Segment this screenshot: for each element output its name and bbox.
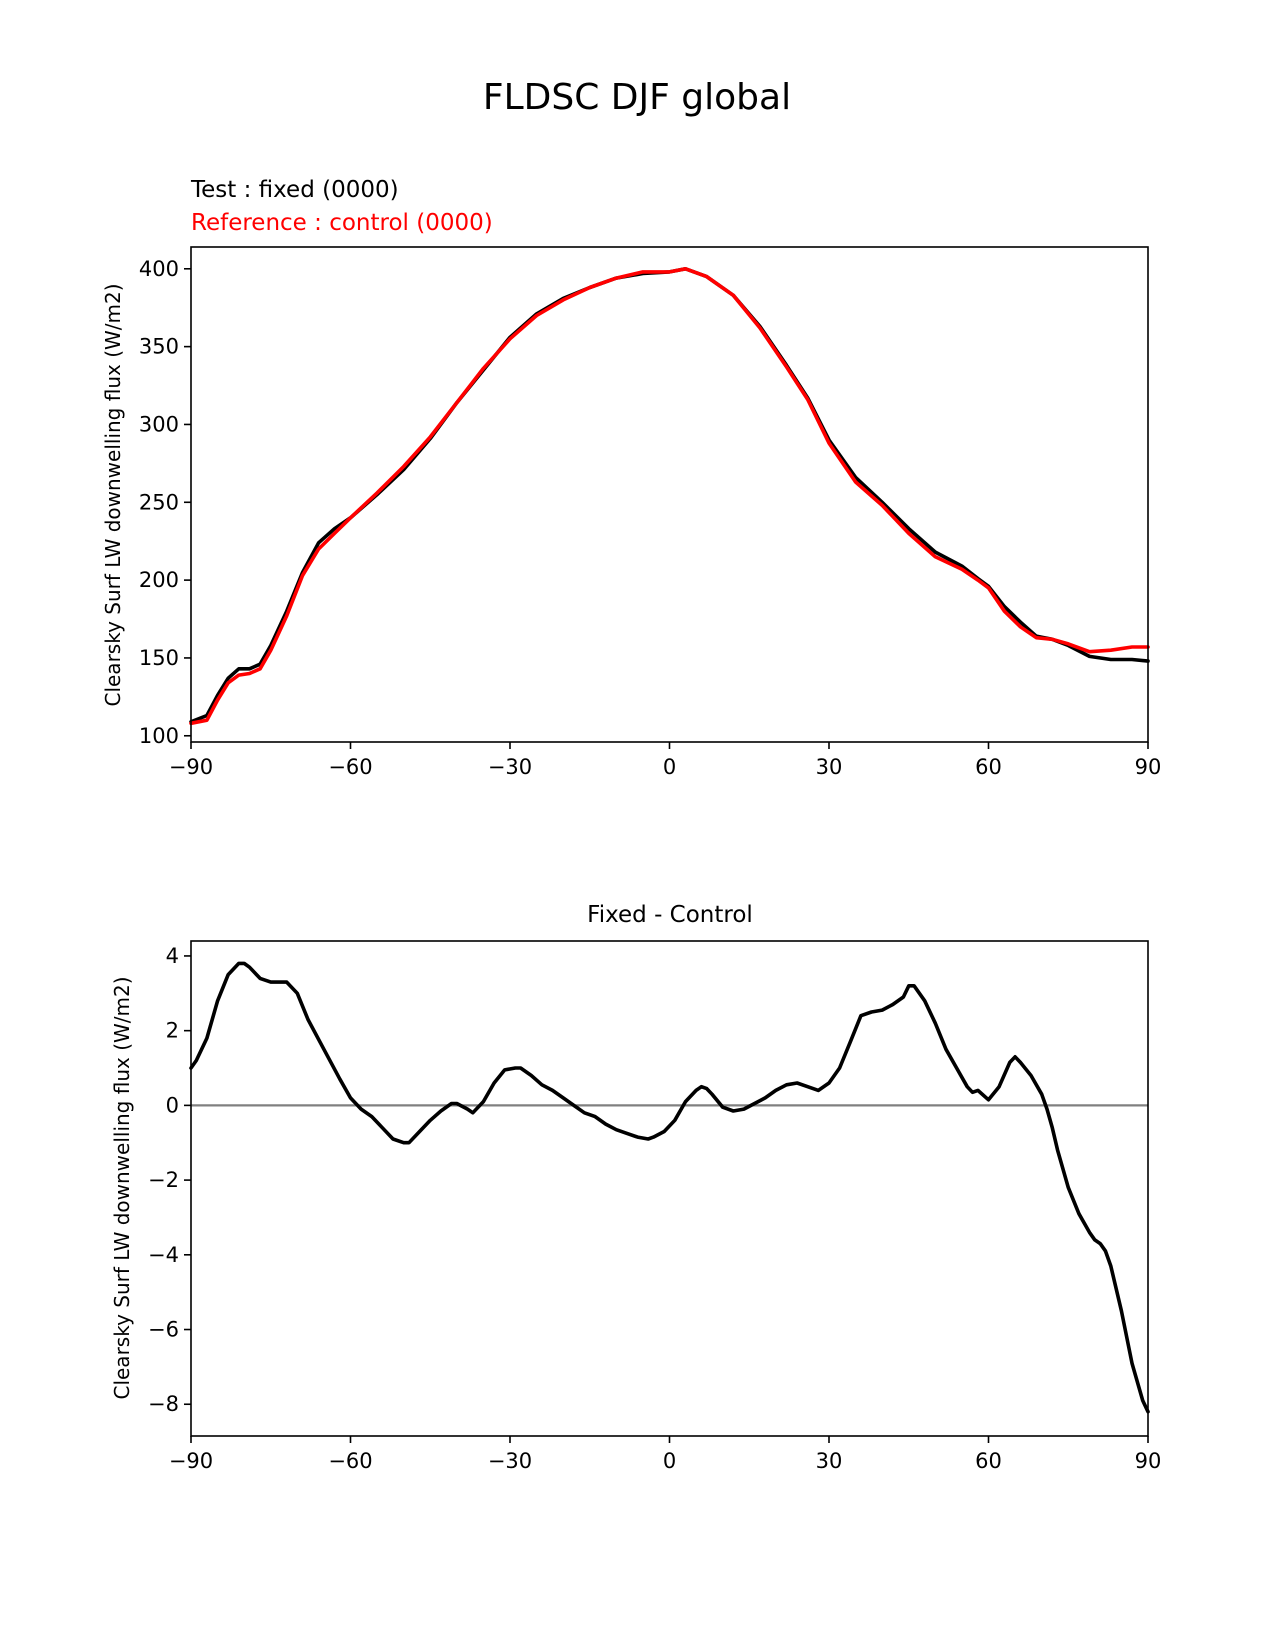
top-ytick-label: 350 [139,335,179,359]
top-title-reference: Reference : control (0000) [191,210,493,236]
bottom-ylabel: Clearsky Surf LW downwelling flux (W/m2) [110,976,134,1399]
bottom-ytick-label: −8 [148,1392,179,1416]
bottom-series-test-line [189,961,1150,1414]
bottom-xtick-label: −30 [488,1449,532,1473]
bottom-ytick-label: 0 [166,1093,179,1117]
top-series-reference-line [189,266,1150,726]
top-ytick-label: 100 [139,724,179,748]
top-xtick-label: 30 [816,755,843,779]
top-panel: −90 −60 −30 0 30 60 90 100 150 200 250 300 350 400 [139,246,1162,779]
bottom-ytick-label: −6 [148,1318,179,1342]
top-xtick-label: 90 [1135,755,1162,779]
bottom-xtick-label: 0 [663,1449,676,1473]
top-title-test: Test : fixed (0000) [190,177,399,203]
bottom-panel: −90 −60 −30 0 30 60 90 −8 −6 −4 −2 0 2 4 [148,940,1162,1473]
bottom-xtick-label: 30 [816,1449,843,1473]
top-ytick-label: 300 [139,412,179,436]
top-xtick-label: 60 [975,755,1002,779]
bottom-xtick-label: 90 [1135,1449,1162,1473]
bottom-ytick-label: −4 [148,1243,179,1267]
bottom-xtick-label: −60 [328,1449,372,1473]
bottom-xtick-label: 60 [975,1449,1002,1473]
top-xtick-label: −60 [328,755,372,779]
top-ytick-label: 150 [139,646,179,670]
top-xtick-label: −30 [488,755,532,779]
top-ytick-label: 200 [139,568,179,592]
bottom-xtick-label: −90 [169,1449,213,1473]
top-xtick-label: −90 [169,755,213,779]
top-xtick-label: 0 [663,755,676,779]
top-ytick-label: 250 [139,490,179,514]
bottom-title: Fixed - Control [587,902,753,928]
top-ytick-label: 400 [139,257,179,281]
figure-title: FLDSC DJF global [483,77,791,118]
bottom-ytick-label: 4 [166,944,179,968]
bottom-ytick-label: −2 [148,1168,179,1192]
top-ylabel: Clearsky Surf LW downwelling flux (W/m2) [101,283,125,706]
bottom-ytick-label: 2 [166,1019,179,1043]
